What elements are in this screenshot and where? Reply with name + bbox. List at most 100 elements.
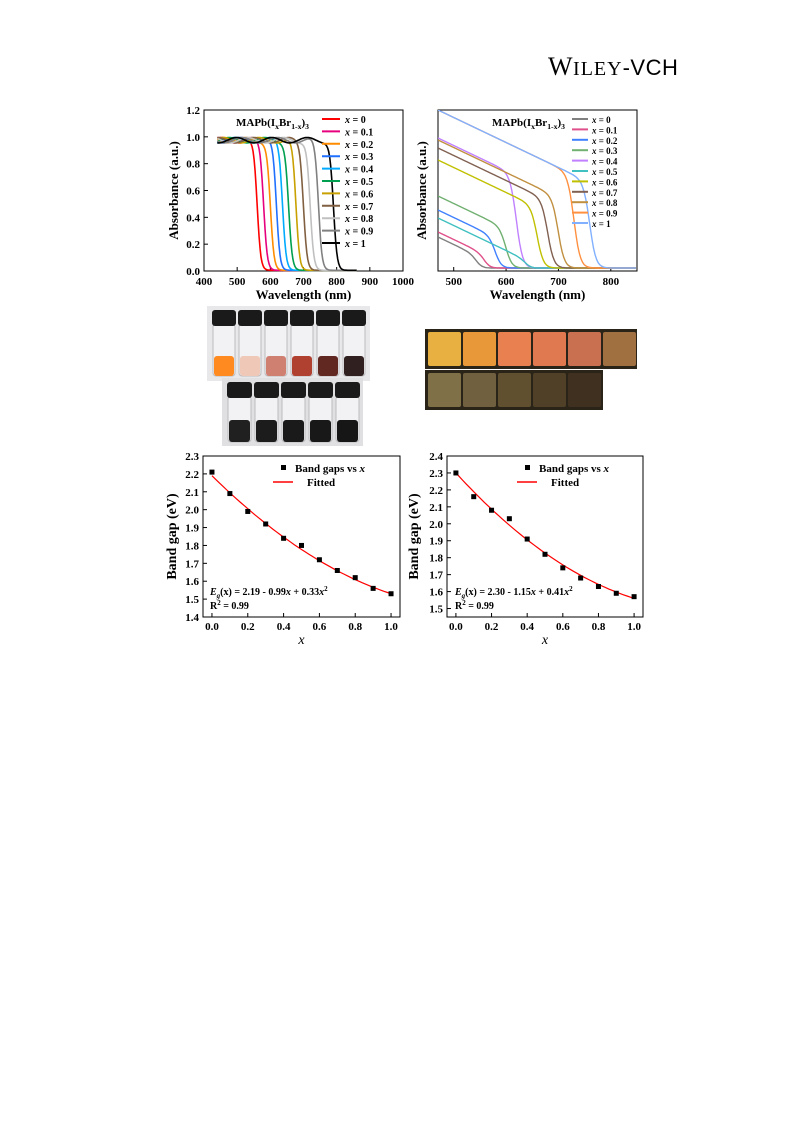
y-tick-label: 2.2 <box>185 469 199 481</box>
publisher-logo: WILEY-VCH <box>548 52 678 82</box>
x-tick-label: 700 <box>550 276 567 288</box>
x-axis-label: Wavelength (nm) <box>256 287 352 302</box>
legend-label: x = 0.2 <box>591 136 618 146</box>
legend-label-fit: Fitted <box>551 477 579 489</box>
y-tick-label: 0.8 <box>186 159 200 171</box>
vial-cap <box>290 310 314 326</box>
x-tick-label: 1000 <box>392 276 415 288</box>
legend-label: x = 0 <box>344 115 366 126</box>
legend-marker <box>525 465 530 470</box>
series-line <box>217 136 357 272</box>
series-group <box>438 110 636 269</box>
series-line <box>438 217 636 269</box>
series-line <box>438 159 636 269</box>
x-tick-label: 500 <box>445 276 462 288</box>
legend-label: x = 0.1 <box>344 127 373 138</box>
vial-liquid <box>266 356 286 376</box>
data-point <box>613 590 619 596</box>
vial-liquid <box>283 420 304 442</box>
legend-label: x = 0.3 <box>344 152 373 163</box>
film-sample <box>428 332 461 366</box>
vial-cap <box>264 310 288 326</box>
data-point <box>524 536 530 542</box>
series-line <box>438 137 636 269</box>
r-squared: R2 = 0.99 <box>210 599 249 612</box>
film-sample <box>498 332 531 366</box>
vial-liquid <box>344 356 364 376</box>
x-tick-label: 0.8 <box>592 621 606 633</box>
legend-label: x = 0.6 <box>591 177 618 187</box>
y-tick-label: 2.3 <box>185 451 199 463</box>
film-sample <box>603 332 636 366</box>
y-tick-label: 1.7 <box>185 558 199 570</box>
legend-label: x = 1 <box>591 219 611 229</box>
vial-liquid <box>214 356 234 376</box>
series-line <box>217 136 357 272</box>
x-tick-label: 1.0 <box>627 621 641 633</box>
film-sample <box>463 332 496 366</box>
films-photo <box>425 327 637 411</box>
data-point <box>560 565 566 571</box>
y-axis-label: Absorbance (a.u.) <box>166 141 181 240</box>
x-tick-label: 0.8 <box>348 621 362 633</box>
brand-sep: - <box>622 55 631 80</box>
vial-cap <box>316 310 340 326</box>
plot-frame <box>437 109 638 272</box>
y-tick-label: 2.3 <box>429 468 443 480</box>
series-line <box>216 136 357 272</box>
vial-liquid <box>318 356 338 376</box>
vial-cap <box>342 310 366 326</box>
x-tick-label: 0.6 <box>556 621 570 633</box>
legend-label: x = 0.5 <box>591 167 618 177</box>
series-line <box>438 110 636 269</box>
x-tick-label: 0.4 <box>277 621 291 633</box>
y-axis-label: Band gap (eV) <box>407 493 422 580</box>
legend-label-fit: Fitted <box>307 477 335 489</box>
x-tick-label: 0.0 <box>449 621 463 633</box>
data-point <box>209 469 215 475</box>
data-point <box>471 494 477 500</box>
absorbance-right-group: 500 600 700 800 Wavelength (nm) Absorbance (a… <box>414 109 638 302</box>
series-line <box>438 236 636 269</box>
brand-vch: VCH <box>630 55 679 80</box>
series-line <box>217 136 357 272</box>
y-tick-label: 2.0 <box>185 505 199 517</box>
vial-liquid <box>292 356 312 376</box>
x-axis-label: Wavelength (nm) <box>490 287 586 302</box>
legend-label: x = 0.4 <box>344 165 373 176</box>
x-tick-label: 0.4 <box>520 621 534 633</box>
legend-label: x = 0.8 <box>344 214 373 225</box>
data-point <box>578 575 584 581</box>
fit-line <box>455 472 635 599</box>
bandgap-group-bg_right: 0.0 0.2 0.4 0.6 0.8 1.0 1.5 1.6 1.7 1.8 1.9 2.0 2.1 2… <box>407 451 644 648</box>
y-tick-label: 1.5 <box>185 594 199 606</box>
y-tick-label: 2.1 <box>429 502 443 514</box>
y-tick-label: 0.4 <box>186 212 200 224</box>
film-sample <box>568 332 601 366</box>
x-tick-label: 0.2 <box>485 621 499 633</box>
vial-cap <box>308 382 333 398</box>
y-tick-label: 1.5 <box>429 604 443 616</box>
fit-equation: Eg(x) = 2.30 - 1.15x + 0.41x2 <box>454 585 573 600</box>
series-line <box>217 136 357 272</box>
x-tick-label: 1.0 <box>384 621 398 633</box>
vial-cap <box>281 382 306 398</box>
legend-label: x = 0.1 <box>591 125 618 135</box>
y-tick-label: 1.8 <box>185 540 199 552</box>
vial-liquid <box>337 420 358 442</box>
film-sample <box>568 373 601 407</box>
film-sample <box>498 373 531 407</box>
data-point <box>453 470 459 476</box>
data-point <box>631 594 637 600</box>
y-axis-label: Band gap (eV) <box>165 493 180 580</box>
legend-label: x = 0.2 <box>344 140 373 151</box>
vial-liquid <box>310 420 331 442</box>
y-tick-label: 0.0 <box>186 266 200 278</box>
data-point <box>263 521 269 527</box>
legend-label: x = 1 <box>344 239 366 250</box>
vials-photo-bottom <box>222 378 363 446</box>
vial-cap <box>227 382 252 398</box>
series-line <box>216 136 357 272</box>
legend-label: x = 0.9 <box>344 227 373 238</box>
legend-label: x = 0.6 <box>344 189 373 200</box>
